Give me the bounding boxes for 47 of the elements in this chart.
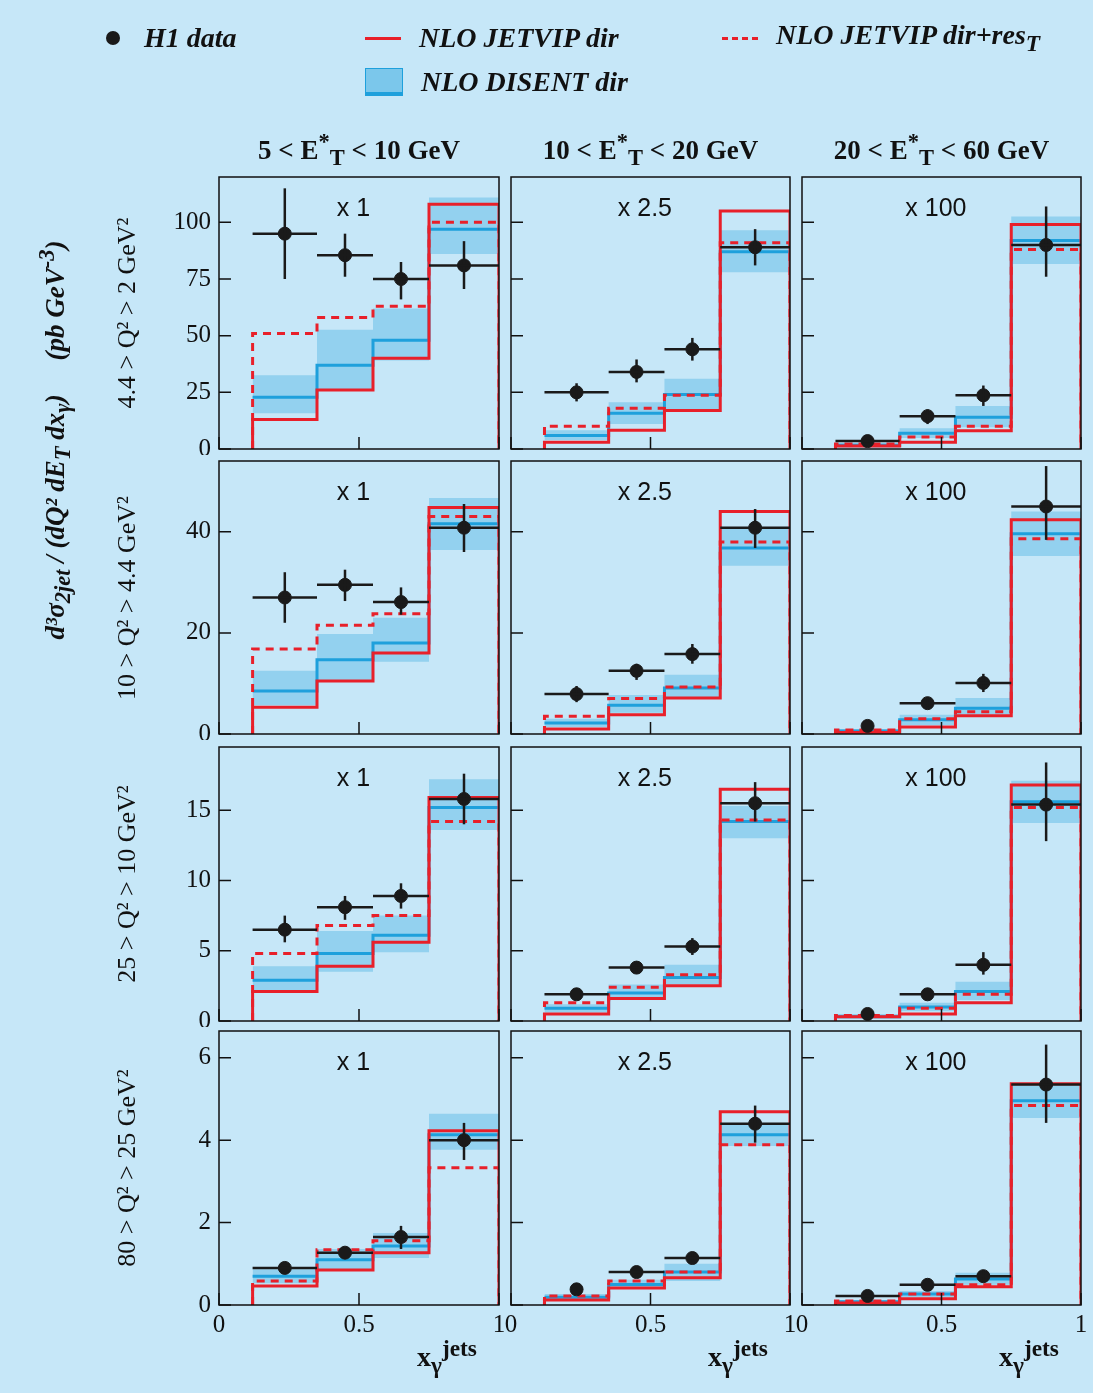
y-axis-title: 4.4 > Q² > 2 GeV² <box>112 217 142 409</box>
y-tick-label: 40 <box>186 516 211 544</box>
annotation: x 1 <box>336 192 371 221</box>
annotation: x 100 <box>905 762 967 791</box>
y-tick-label: 0 <box>198 1005 211 1033</box>
annotation: x 1 <box>336 762 371 791</box>
y-tick-label: 0 <box>198 433 211 461</box>
y-axis-title: 10 > Q² > 4.4 GeV² <box>112 495 142 700</box>
y-tick-label: 10 <box>186 865 211 893</box>
annotation: x 2.5 <box>617 1046 673 1075</box>
y-tick-label: 15 <box>186 794 211 822</box>
x-tick-label: 0.5 <box>925 1310 958 1338</box>
x-tick-label: 0 <box>795 1310 809 1338</box>
y-tick-label: 50 <box>186 320 211 348</box>
annotation: x 2.5 <box>617 476 673 505</box>
legend-label: NLO JETVIP dir+res$_{T}$ <box>776 19 1041 57</box>
chart-title: 10 < E$^{*}$$_{T}$ < 20 GeV <box>542 129 759 172</box>
y-tick-label: 0 <box>198 1289 211 1317</box>
annotation: x 100 <box>905 1046 967 1075</box>
annotation: x 100 <box>905 192 967 221</box>
y-tick-label: 20 <box>186 617 211 645</box>
legend-label: NLO DISENT dir <box>421 66 628 98</box>
y-tick-label: 6 <box>198 1042 211 1070</box>
x-tick-label: 0 <box>504 1310 518 1338</box>
x-tick-label: 1 <box>492 1310 506 1338</box>
y-tick-label: 4 <box>198 1124 212 1152</box>
y-tick-label: 100 <box>173 206 211 234</box>
chart-title: 5 < E$^{*}$$_{T}$ < 10 GeV <box>258 129 460 172</box>
y-tick-label: 75 <box>186 263 211 291</box>
annotation: x 2.5 <box>617 762 673 791</box>
legend-label: H1 data <box>144 22 237 54</box>
chart-title: 20 < E$^{*}$$_{T}$ < 60 GeV <box>833 129 1050 172</box>
annotation: x 1 <box>336 476 371 505</box>
y-tick-label: 0 <box>198 718 211 746</box>
legend-label: NLO JETVIP dir <box>419 22 619 54</box>
y-axis-title: 25 > Q² > 10 GeV² <box>112 785 142 983</box>
y-tick-label: 2 <box>198 1207 211 1235</box>
x-tick-label: 1 <box>1074 1310 1088 1338</box>
x-tick-label: 1 <box>783 1310 797 1338</box>
x-tick-label: 0.5 <box>634 1310 667 1338</box>
y-tick-label: 25 <box>186 376 211 404</box>
annotation: x 2.5 <box>617 192 673 221</box>
annotation: x 1 <box>336 1046 371 1075</box>
annotation: x 100 <box>905 476 967 505</box>
x-tick-label: 0.5 <box>343 1310 375 1338</box>
y-axis-title: 80 > Q² > 25 GeV² <box>112 1069 142 1267</box>
y-tick-label: 5 <box>198 935 211 963</box>
